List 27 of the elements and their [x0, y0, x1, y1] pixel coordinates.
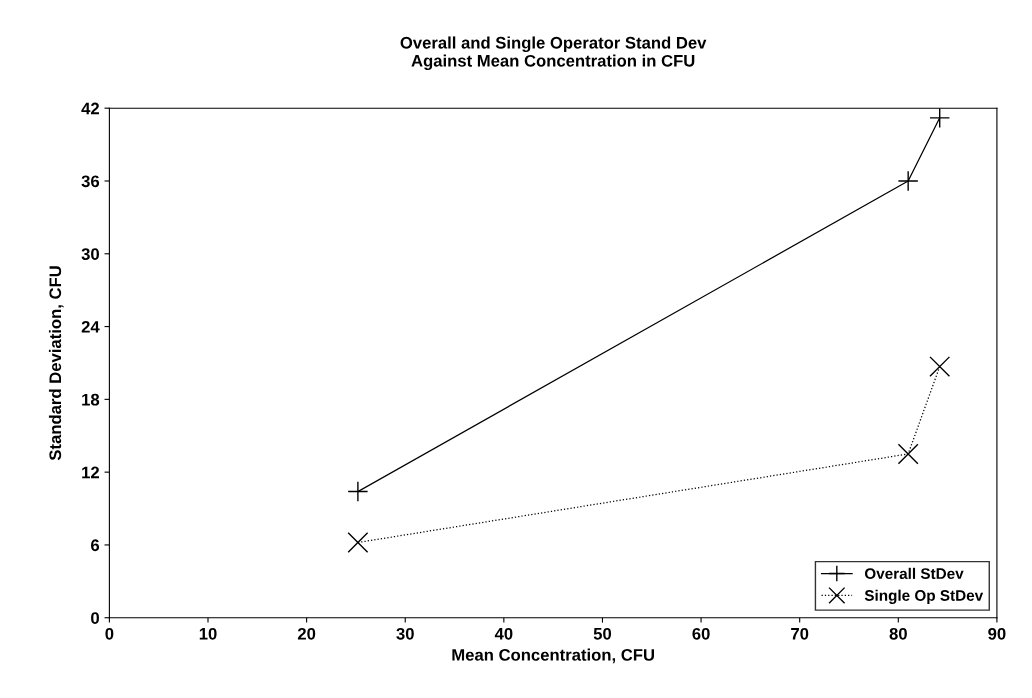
- x-tick-label: 80: [889, 627, 907, 640]
- y-tick-label: 18: [82, 393, 100, 406]
- x-tick-label: 70: [791, 627, 809, 640]
- y-tick-label: 6: [91, 539, 100, 552]
- x-tick-label: 60: [692, 627, 710, 640]
- x-tick-label: 20: [297, 627, 316, 640]
- chart-title: Overall and Single Operator Stand Dev Against Mean Concentration in CFU: [400, 36, 707, 71]
- x-axis-title: Mean Concentration, CFU: [452, 648, 654, 664]
- legend-label: Single Op StDev: [864, 589, 984, 604]
- x-tick-label: 50: [593, 627, 612, 640]
- point: [897, 443, 919, 465]
- x-tick-label: 10: [199, 627, 217, 640]
- x-tick-label: 40: [494, 627, 513, 640]
- point: [347, 481, 369, 502]
- x-tick-label: 0: [105, 627, 114, 640]
- y-tick-label: 36: [81, 175, 100, 188]
- y-tick-label: 24: [81, 320, 100, 333]
- point: [347, 532, 369, 553]
- y-axis-title: Standard Deviation, CFU: [48, 266, 64, 461]
- point: [929, 356, 951, 378]
- y-tick-label: 30: [81, 248, 99, 260]
- y-tick-label: 12: [82, 466, 99, 479]
- legend-label: Overall StDev: [864, 567, 964, 580]
- y-tick-label: 42: [81, 102, 99, 115]
- x-tick-label: 30: [396, 627, 414, 640]
- y-tick-label: 0: [91, 612, 99, 624]
- x-tick-label: 90: [988, 627, 1006, 640]
